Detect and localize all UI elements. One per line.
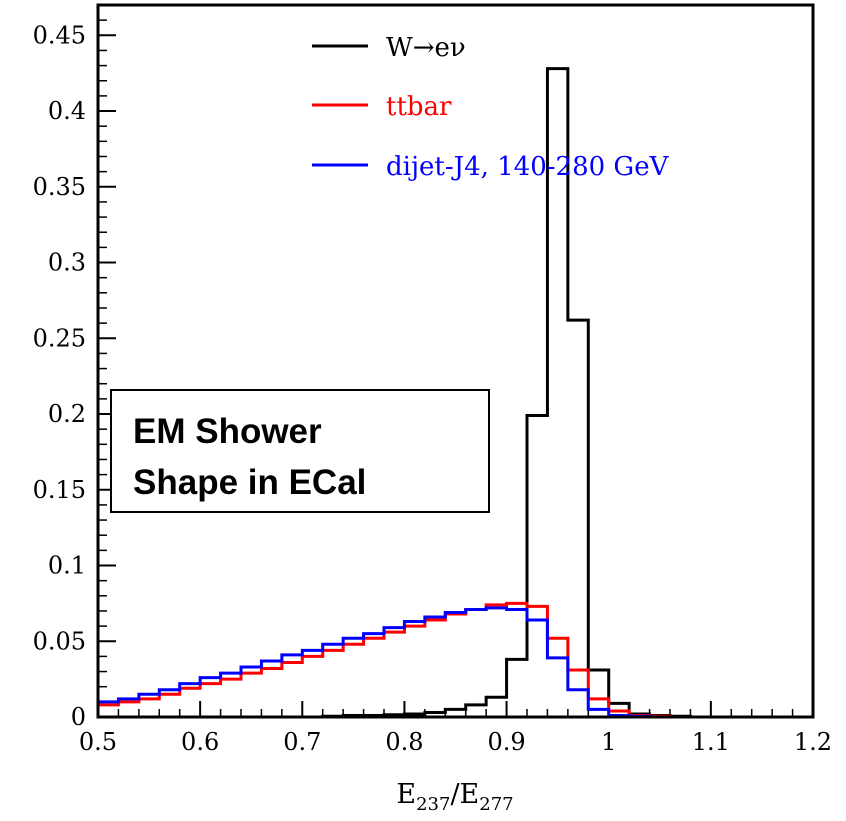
x-tick-label: 0.7 (283, 728, 321, 756)
y-tick-label: 0.1 (48, 552, 86, 580)
annotation-frame (110, 389, 490, 513)
y-tick-label: 0.3 (48, 249, 86, 277)
x-tick-label: 0.8 (385, 728, 423, 756)
annotation-line-2: Shape in ECal (133, 463, 366, 502)
y-tick-label: 0.45 (33, 21, 86, 49)
x-axis-ticks: 0.5 0.6 0.7 0.8 0.9 1 1.1 1.2 (79, 701, 832, 756)
y-tick-label: 0.35 (33, 173, 86, 201)
y-tick-label: 0.05 (33, 627, 86, 655)
x-tick-label: 0.9 (487, 728, 525, 756)
legend-label-ttbar: ttbar (386, 92, 452, 122)
y-tick-label: 0.25 (33, 324, 86, 352)
x-tick-label: 1.2 (794, 728, 832, 756)
annotation-line-1: EM Shower (133, 412, 322, 451)
x-tick-label: 0.6 (181, 728, 219, 756)
x-tick-label: 1.1 (692, 728, 730, 756)
y-tick-label: 0.15 (33, 476, 86, 504)
plot-frame (96, 3, 815, 719)
y-axis-ticks: 0 0.05 0.1 0.15 0.2 0.25 0.3 0.35 0.4 0.45 (33, 4, 116, 731)
series-line-dijet (96, 606, 813, 719)
x-tick-label: 0.5 (79, 728, 117, 756)
legend-label-w-enu: W→eν (386, 33, 466, 63)
legend: W→eν ttbar dijet-J4, 140-280 GeV (312, 33, 670, 182)
legend-label-dijet: dijet-J4, 140-280 GeV (386, 152, 670, 182)
y-tick-label: 0.2 (48, 400, 86, 428)
annotation-box: EM Shower Shape in ECal (110, 389, 490, 513)
y-tick-label: 0.4 (48, 97, 86, 125)
x-axis-label: E237/E277 (396, 779, 513, 815)
y-tick-label: 0 (71, 703, 86, 731)
series-line-ttbar (96, 601, 813, 719)
x-tick-label: 1 (601, 728, 616, 756)
